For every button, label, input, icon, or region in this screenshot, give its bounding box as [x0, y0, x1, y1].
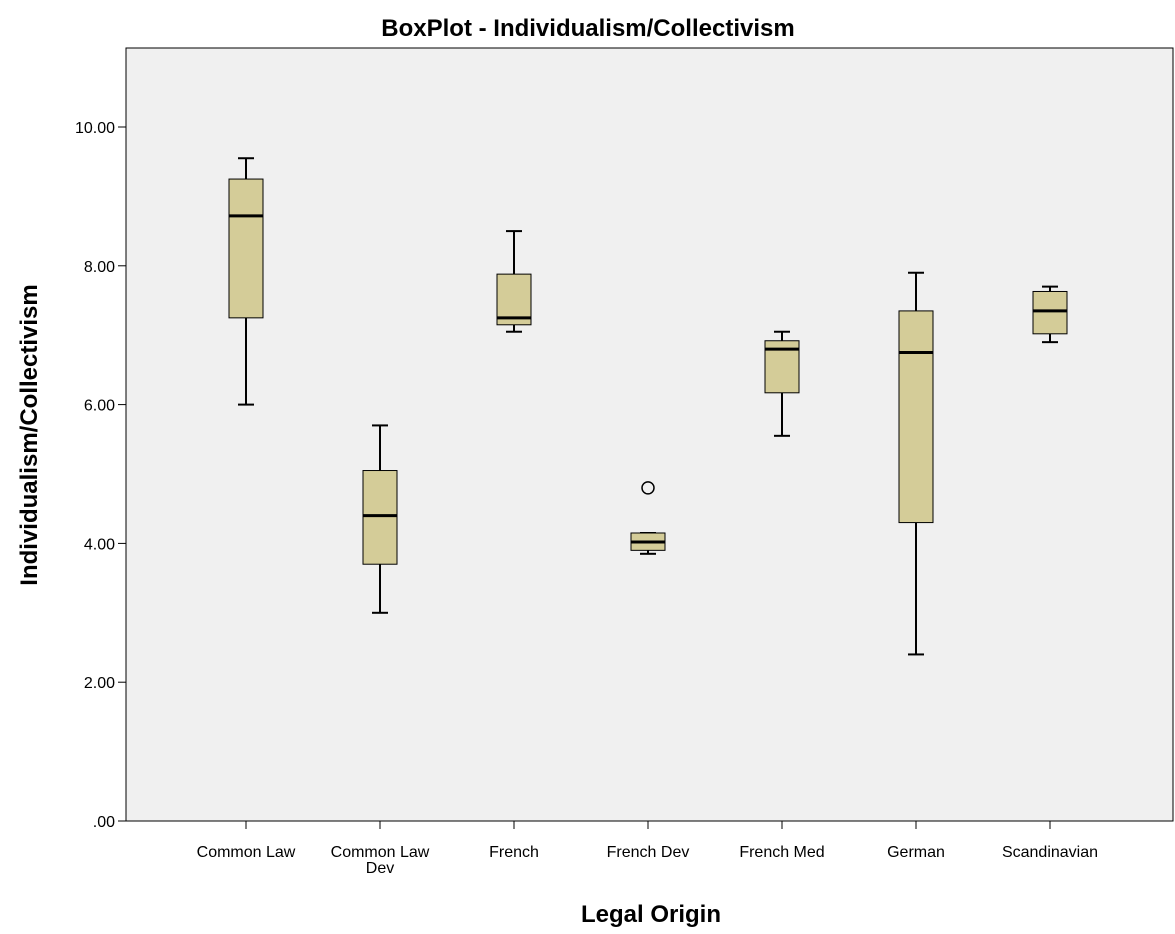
x-tick-label: Common Law: [197, 844, 296, 861]
box-group: [764, 330, 800, 437]
plot-area: [125, 47, 1174, 822]
y-tick-label: 6.00: [84, 398, 115, 415]
x-tick-label: French Dev: [607, 844, 690, 861]
x-tick-label: French Med: [739, 844, 824, 861]
y-tick-label: 10.00: [75, 120, 115, 137]
iqr-box: [1032, 290, 1068, 335]
box-group: [898, 271, 934, 656]
x-tick-label: Scandinavian: [1002, 844, 1098, 861]
y-axis: .00 2.00 4.00 6.00 8.00 10.00: [75, 120, 126, 831]
chart-title: BoxPlot - Individualism/Collectivism: [381, 15, 794, 42]
outlier-point: [641, 481, 655, 495]
iqr-box: [898, 310, 934, 524]
box-group: [630, 481, 666, 555]
iqr-box: [228, 178, 264, 319]
x-tick-label: Dev: [366, 860, 394, 877]
y-tick-label: 2.00: [84, 675, 115, 692]
box-group: [228, 157, 264, 406]
box-group: [496, 230, 532, 333]
box-series: [228, 157, 1068, 656]
iqr-box: [496, 273, 532, 326]
y-tick-label: 4.00: [84, 536, 115, 553]
y-tick-label: .00: [93, 814, 115, 831]
x-tick-label: French: [489, 844, 539, 861]
iqr-box: [362, 470, 398, 565]
x-axis-title: Legal Origin: [581, 901, 721, 928]
x-tick-label: Common Law: [331, 844, 430, 861]
y-axis-title: Individualism/Collectivism: [16, 284, 43, 585]
box-group: [362, 424, 398, 614]
x-tick-label: German: [887, 844, 945, 861]
y-tick-label: 8.00: [84, 259, 115, 276]
box-group: [1032, 285, 1068, 344]
